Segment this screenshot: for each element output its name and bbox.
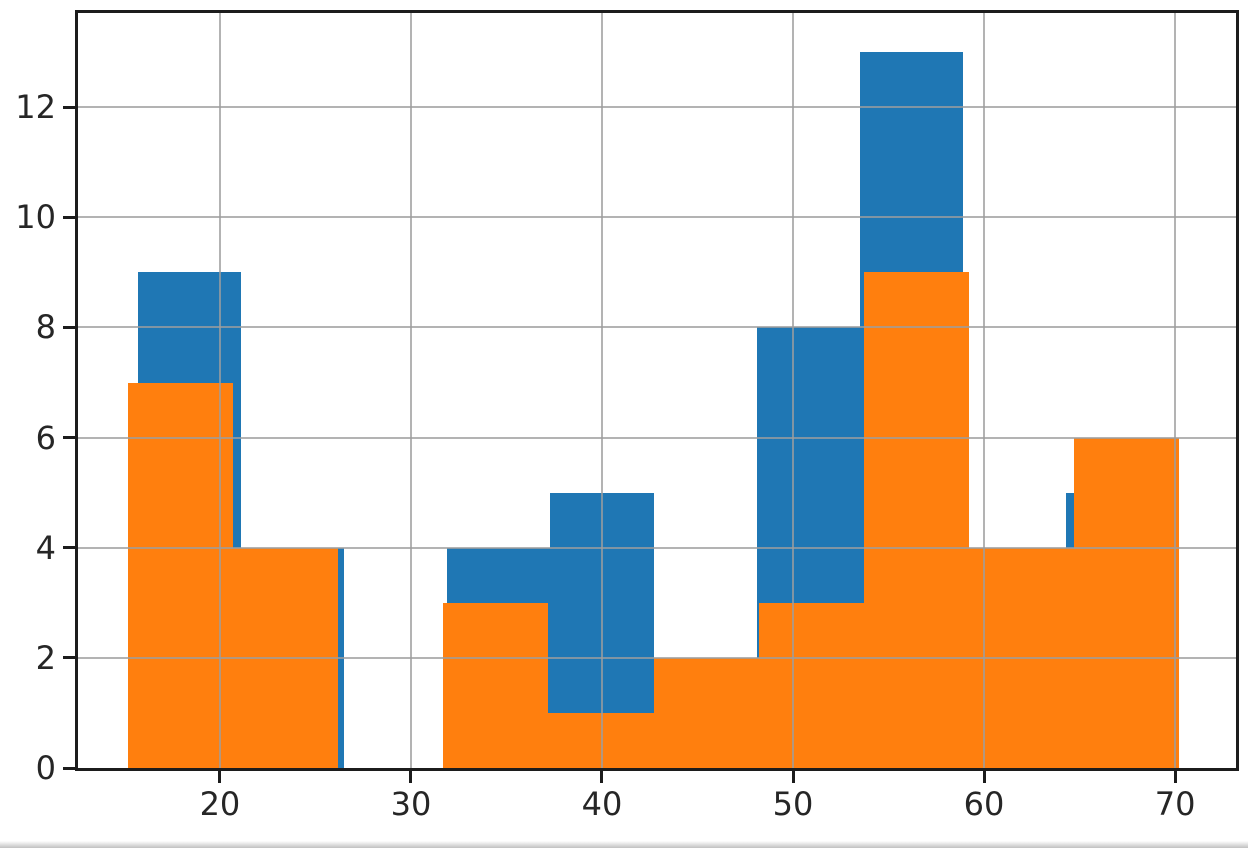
x-tick-mark-60: [982, 771, 986, 783]
gridline-x-60: [983, 13, 986, 768]
gridline-y-10: [78, 216, 1236, 219]
hist-bar-orange-histogram-bin6: [653, 657, 759, 768]
grid-layer: [78, 13, 1236, 768]
y-tick-mark-0: [63, 766, 75, 770]
gridline-y-2: [78, 656, 1236, 659]
screenshot-bottom-edge-band: [0, 841, 1248, 848]
x-tick-mark-20: [218, 771, 222, 783]
y-tick-mark-10: [63, 215, 75, 219]
gridline-x-50: [792, 13, 794, 768]
plot-area: [75, 10, 1239, 771]
y-tick-mark-4: [63, 546, 75, 550]
y-tick-mark-8: [63, 325, 75, 329]
y-tick-label-12: 12: [15, 88, 56, 127]
hist-bar-orange-histogram-bin7: [758, 602, 864, 768]
y-tick-label-2: 2: [35, 638, 56, 677]
y-tick-label-4: 4: [35, 528, 56, 567]
gridline-y-6: [78, 436, 1236, 439]
x-tick-label-60: 60: [963, 785, 1005, 823]
x-tick-mark-40: [600, 771, 604, 783]
x-tick-label-20: 20: [199, 785, 241, 823]
hist-bar-orange-histogram-bin8: [863, 272, 969, 768]
x-tick-mark-70: [1173, 771, 1177, 783]
gridline-y-12: [78, 106, 1236, 109]
y-tick-label-10: 10: [15, 198, 56, 237]
x-tick-label-30: 30: [390, 785, 432, 823]
hist-bar-orange-histogram-bin1: [128, 382, 234, 768]
x-tick-label-50: 50: [772, 785, 814, 823]
x-tick-label-70: 70: [1154, 785, 1196, 823]
gridline-y-8: [78, 326, 1236, 329]
hist-bar-orange-histogram-bin4: [443, 602, 549, 768]
y-tick-mark-12: [63, 105, 75, 109]
gridline-x-70: [1174, 13, 1177, 768]
gridline-y-4: [78, 546, 1236, 549]
gridline-x-40: [600, 13, 603, 768]
gridline-x-20: [218, 13, 221, 768]
y-tick-label-8: 8: [35, 308, 56, 347]
y-tick-mark-2: [63, 656, 75, 660]
y-tick-mark-6: [63, 436, 75, 440]
x-tick-mark-50: [791, 771, 795, 783]
y-tick-label-0: 0: [35, 749, 56, 787]
gridline-x-30: [409, 13, 412, 768]
x-tick-mark-30: [409, 771, 413, 783]
y-tick-label-6: 6: [35, 418, 56, 457]
x-tick-label-40: 40: [581, 785, 623, 823]
hist-bar-orange-histogram-bin10: [1073, 437, 1179, 768]
